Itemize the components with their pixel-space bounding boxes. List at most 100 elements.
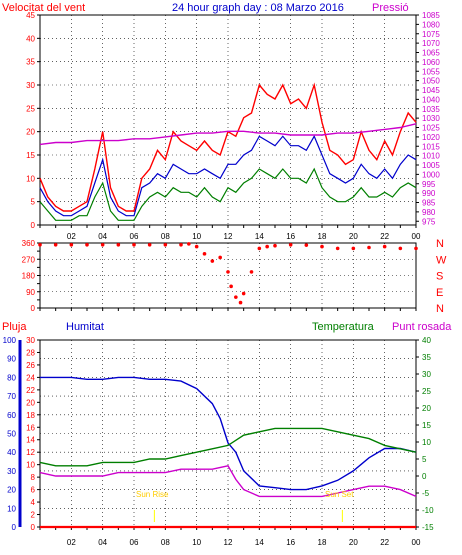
direction-point [234, 295, 238, 299]
direction-point [249, 270, 254, 274]
y-tick-label-right: 1060 [422, 58, 440, 67]
series-line-0 [40, 376, 417, 491]
direction-point [187, 242, 191, 246]
y-tick-label-left: 10 [26, 174, 35, 183]
x-tick-label: 02 [67, 232, 76, 241]
x-tick-label: 14 [255, 232, 264, 241]
series-line-1 [39, 134, 417, 217]
direction-point [202, 252, 207, 256]
y-tick-label-left: 35 [26, 58, 35, 67]
direction-point [382, 244, 387, 249]
series-line-2 [39, 465, 417, 498]
series-line-1 [39, 427, 417, 467]
pressure-label: Pressió [372, 2, 409, 14]
y-tick-label-rain: 24 [26, 373, 35, 382]
x-tick-label: 06 [130, 232, 139, 241]
x-tick-label: 08 [161, 232, 170, 241]
y-tick-label-rain: 16 [26, 423, 35, 432]
direction-point [116, 243, 121, 247]
y-tick-label-rain: 2 [31, 511, 36, 520]
cardinal-label-1: W [436, 254, 447, 266]
x-tick-label: 12 [224, 538, 233, 547]
x-tick-label: 18 [318, 538, 327, 547]
wind-speed-label: Velocitat del vent [2, 2, 85, 14]
y-tick-label-humidity: 40 [7, 448, 16, 457]
y-tick-label-left: 180 [22, 272, 36, 281]
direction-point [351, 246, 356, 251]
x-tick-label: 10 [192, 232, 201, 241]
y-tick-label-temp: 25 [422, 387, 431, 396]
y-tick-label-temp: -10 [422, 506, 434, 515]
y-tick-label-right: 1025 [422, 124, 440, 133]
direction-point [210, 259, 215, 263]
direction-point [288, 243, 293, 247]
direction-point [194, 244, 199, 249]
y-tick-label-right: 1045 [422, 86, 440, 95]
y-tick-label-rain: 4 [31, 498, 36, 507]
x-tick-label: 10 [192, 538, 201, 547]
y-tick-label-right: 1020 [422, 133, 440, 142]
y-tick-label-left: 90 [26, 288, 35, 297]
y-tick-label-rain: 14 [26, 436, 35, 445]
y-tick-label-rain: 26 [26, 361, 35, 370]
dewpoint-label: Punt rosada [392, 321, 452, 333]
y-tick-label-rain: 20 [26, 398, 35, 407]
x-tick-label: 06 [130, 538, 139, 547]
y-tick-label-humidity: 70 [7, 392, 16, 401]
y-tick-label-left: 5 [31, 198, 36, 207]
direction-point [414, 246, 418, 251]
series-line-2 [39, 167, 417, 221]
direction-point [38, 243, 42, 247]
y-tick-label-right: 1050 [422, 77, 440, 86]
y-tick-label-right: 1005 [422, 161, 440, 170]
y-tick-label-rain: 22 [26, 386, 35, 395]
y-tick-label-rain: 10 [26, 461, 35, 470]
y-tick-label-left: 360 [22, 239, 36, 248]
humidity-temperature-panel: 0102030405060708090100024681012141618202… [3, 336, 434, 547]
y-tick-label-right: 975 [422, 217, 436, 226]
direction-point [69, 243, 74, 247]
y-tick-label-left: 270 [22, 255, 36, 264]
direction-point [238, 300, 243, 305]
x-tick-label: 00 [412, 538, 421, 547]
x-tick-label: 22 [380, 538, 389, 547]
direction-point [53, 243, 58, 247]
y-tick-label-right: 1065 [422, 49, 440, 58]
y-tick-label-right: 1040 [422, 95, 440, 104]
y-tick-label-right: 995 [422, 180, 436, 189]
y-tick-label-humidity: 60 [7, 411, 16, 420]
x-tick-label: 20 [349, 538, 358, 547]
direction-point [265, 244, 269, 249]
y-tick-label-right: 980 [422, 208, 436, 217]
y-tick-label-temp: 40 [422, 336, 431, 345]
y-tick-label-temp: 10 [422, 438, 431, 447]
x-tick-label: 18 [318, 232, 327, 241]
x-tick-label: 04 [98, 538, 107, 547]
y-tick-label-temp: 30 [422, 370, 431, 379]
y-tick-label-humidity: 100 [3, 336, 17, 345]
direction-point [229, 284, 233, 289]
direction-point [226, 270, 230, 274]
y-tick-label-right: 1030 [422, 114, 440, 123]
y-tick-label-rain: 28 [26, 348, 35, 357]
y-tick-label-temp: 20 [422, 404, 431, 413]
y-tick-label-right: 1085 [422, 11, 440, 20]
sunset-label: Sun Set [325, 490, 354, 499]
y-tick-label-left: 0 [31, 221, 36, 230]
x-tick-label: 20 [349, 232, 358, 241]
direction-point [335, 246, 340, 251]
direction-point [304, 243, 309, 247]
y-tick-label-temp: 5 [422, 455, 427, 464]
y-tick-label-right: 1075 [422, 30, 440, 39]
y-tick-label-rain: 18 [26, 411, 35, 420]
chart-title: 24 hour graph day : 08 Marzo 2016 [172, 2, 344, 14]
x-tick-label: 02 [67, 538, 76, 547]
x-tick-label: 22 [380, 232, 389, 241]
x-tick-label: 04 [98, 232, 107, 241]
temperature-label: Temperatura [312, 321, 375, 333]
y-tick-label-left: 15 [26, 151, 35, 160]
y-tick-label-temp: -5 [422, 489, 430, 498]
